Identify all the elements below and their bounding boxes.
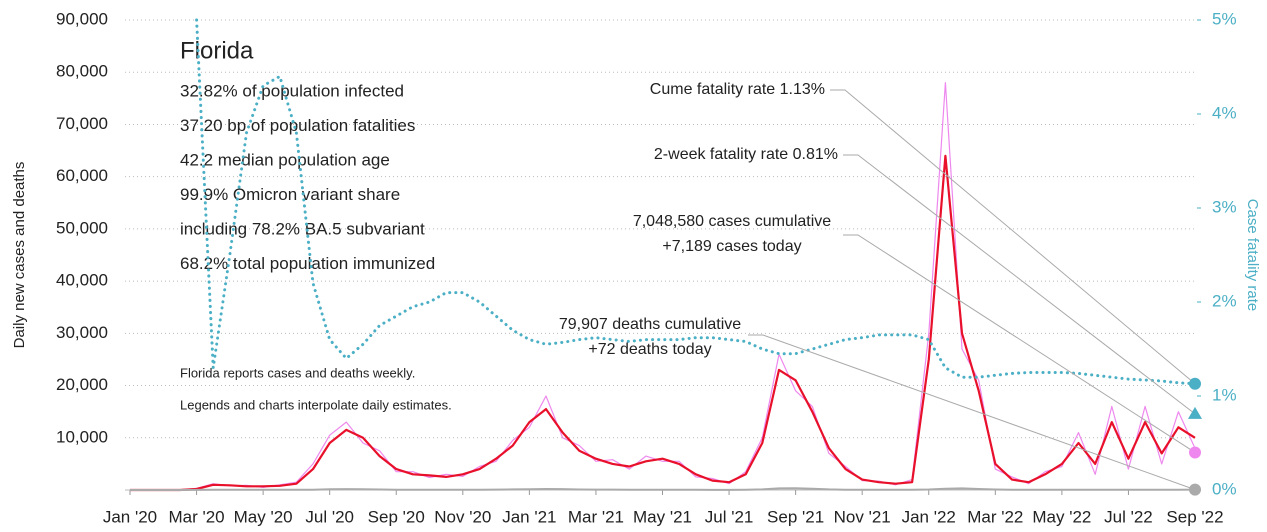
x-tick-label: Nov '20 xyxy=(434,507,491,526)
info-line: 37.20 bp of population fatalities xyxy=(180,116,415,135)
y2-tick-label: 3% xyxy=(1212,197,1237,216)
callout-text: 7,048,580 cases cumulative xyxy=(633,213,831,230)
y-tick-label: 70,000 xyxy=(56,114,108,133)
callout-text: 2-week fatality rate 0.81% xyxy=(654,146,838,163)
info-title: Florida xyxy=(180,37,254,64)
end-marker xyxy=(1188,406,1202,419)
y-tick-label: 10,000 xyxy=(56,427,108,446)
y-tick-label: 80,000 xyxy=(56,62,108,81)
callout-text: Cume fatality rate 1.13% xyxy=(650,81,825,98)
end-marker xyxy=(1189,483,1201,496)
info-line: including 78.2% BA.5 subvariant xyxy=(180,219,425,238)
y-tick-label: 50,000 xyxy=(56,218,108,237)
series-line xyxy=(130,82,1196,491)
x-tick-label: May '21 xyxy=(633,507,692,526)
series-line xyxy=(130,154,1196,492)
leader-line xyxy=(830,89,1196,385)
x-tick-label: Mar '21 xyxy=(568,507,624,526)
x-tick-label: Jan '20 xyxy=(103,507,157,526)
x-tick-label: Jul '21 xyxy=(705,507,754,526)
x-tick-label: Jan '21 xyxy=(502,507,556,526)
end-marker xyxy=(1189,377,1201,390)
x-tick-label: Jan '22 xyxy=(902,507,956,526)
x-tick-label: May '22 xyxy=(1032,507,1091,526)
y-tick-label: 30,000 xyxy=(56,323,108,342)
y-tick-label: 40,000 xyxy=(56,271,108,290)
leader-line xyxy=(748,334,1196,491)
x-tick-label: Sep '21 xyxy=(767,507,824,526)
x-tick-label: Mar '20 xyxy=(168,507,224,526)
note: Florida reports cases and deaths weekly. xyxy=(180,365,415,380)
y2-tick-label: 5% xyxy=(1212,9,1237,28)
y-axis-label: Daily new cases and deaths xyxy=(11,162,28,349)
y-tick-label: 90,000 xyxy=(56,9,108,28)
y2-tick-label: 4% xyxy=(1212,103,1237,122)
y2-tick-label: 1% xyxy=(1212,385,1237,404)
leader-line xyxy=(843,154,1196,415)
x-tick-label: Jul '22 xyxy=(1104,507,1153,526)
x-tick-label: Sep '20 xyxy=(368,507,425,526)
x-tick-label: Mar '22 xyxy=(967,507,1023,526)
y2-tick-label: 0% xyxy=(1212,479,1237,498)
series-line xyxy=(130,487,1196,491)
info-line: 99.9% Omicron variant share xyxy=(180,185,400,204)
leader-line xyxy=(843,234,1196,453)
x-tick-label: Nov '21 xyxy=(834,507,891,526)
x-tick-label: Jul '20 xyxy=(305,507,354,526)
y-tick-label: 20,000 xyxy=(56,375,108,394)
info-line: 32.82% of population infected xyxy=(180,81,404,100)
callout-text: +72 deaths today xyxy=(588,341,711,358)
y-tick-label: 60,000 xyxy=(56,166,108,185)
y2-axis-label: Case fatality rate xyxy=(1244,199,1261,312)
end-marker xyxy=(1189,446,1201,459)
callout-text: +7,189 cases today xyxy=(662,238,801,255)
info-line: 68.2% total population immunized xyxy=(180,254,435,273)
note: Legends and charts interpolate daily est… xyxy=(180,397,452,412)
callout-text: 79,907 deaths cumulative xyxy=(559,316,741,333)
series-line xyxy=(195,18,1197,386)
y2-tick-label: 2% xyxy=(1212,291,1237,310)
x-tick-label: Sep '22 xyxy=(1166,507,1223,526)
info-line: 42.2 median population age xyxy=(180,150,390,169)
x-tick-label: May '20 xyxy=(234,507,293,526)
